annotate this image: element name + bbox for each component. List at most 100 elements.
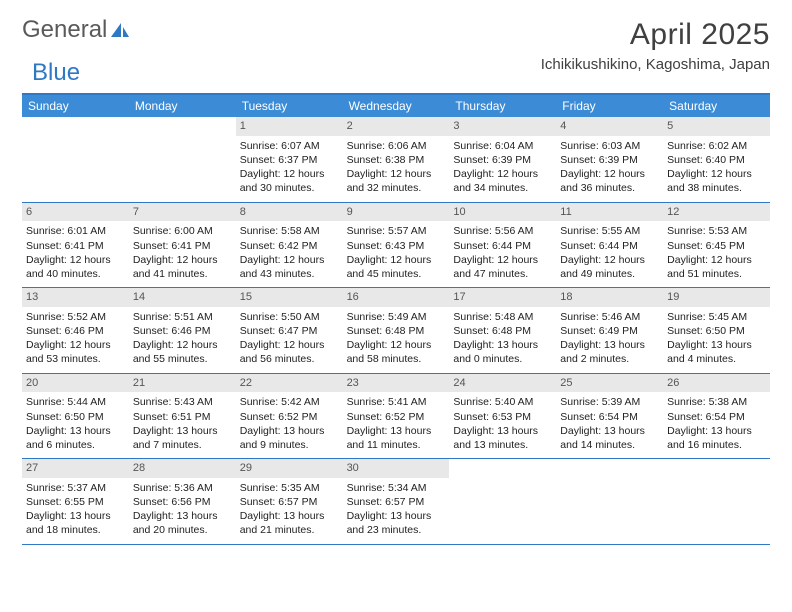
day-cell: 18Sunrise: 5:46 AMSunset: 6:49 PMDayligh… <box>556 288 663 373</box>
week-row: 13Sunrise: 5:52 AMSunset: 6:46 PMDayligh… <box>22 288 770 374</box>
day-cell: 30Sunrise: 5:34 AMSunset: 6:57 PMDayligh… <box>343 459 450 544</box>
daylight2-text: and 23 minutes. <box>347 523 446 537</box>
sunrise-text: Sunrise: 5:50 AM <box>240 310 339 324</box>
day-cell: 6Sunrise: 6:01 AMSunset: 6:41 PMDaylight… <box>22 203 129 288</box>
daylight1-text: Daylight: 12 hours <box>26 253 125 267</box>
sunset-text: Sunset: 6:44 PM <box>560 239 659 253</box>
sunrise-text: Sunrise: 5:48 AM <box>453 310 552 324</box>
sunrise-text: Sunrise: 5:43 AM <box>133 395 232 409</box>
daylight2-text: and 16 minutes. <box>667 438 766 452</box>
daylight1-text: Daylight: 13 hours <box>560 338 659 352</box>
day-number: 4 <box>556 117 663 136</box>
daylight2-text: and 38 minutes. <box>667 181 766 195</box>
sunset-text: Sunset: 6:49 PM <box>560 324 659 338</box>
daylight2-text: and 58 minutes. <box>347 352 446 366</box>
day-number: 20 <box>22 374 129 393</box>
daylight1-text: Daylight: 13 hours <box>453 338 552 352</box>
daylight2-text: and 56 minutes. <box>240 352 339 366</box>
day-cell: 10Sunrise: 5:56 AMSunset: 6:44 PMDayligh… <box>449 203 556 288</box>
day-cell: 24Sunrise: 5:40 AMSunset: 6:53 PMDayligh… <box>449 374 556 459</box>
day-cell: 21Sunrise: 5:43 AMSunset: 6:51 PMDayligh… <box>129 374 236 459</box>
daylight2-text: and 20 minutes. <box>133 523 232 537</box>
sunrise-text: Sunrise: 6:02 AM <box>667 139 766 153</box>
sunrise-text: Sunrise: 6:03 AM <box>560 139 659 153</box>
location-subtitle: Ichikikushikino, Kagoshima, Japan <box>541 56 770 73</box>
sunset-text: Sunset: 6:46 PM <box>133 324 232 338</box>
sunrise-text: Sunrise: 5:57 AM <box>347 224 446 238</box>
day-number: 1 <box>236 117 343 136</box>
day-number: 5 <box>663 117 770 136</box>
week-row: 20Sunrise: 5:44 AMSunset: 6:50 PMDayligh… <box>22 374 770 460</box>
sunrise-text: Sunrise: 5:51 AM <box>133 310 232 324</box>
week-row: 6Sunrise: 6:01 AMSunset: 6:41 PMDaylight… <box>22 203 770 289</box>
logo: General <box>22 18 131 42</box>
day-number: 15 <box>236 288 343 307</box>
daylight1-text: Daylight: 12 hours <box>133 338 232 352</box>
sunrise-text: Sunrise: 6:07 AM <box>240 139 339 153</box>
sunset-text: Sunset: 6:38 PM <box>347 153 446 167</box>
sunrise-text: Sunrise: 5:49 AM <box>347 310 446 324</box>
sunset-text: Sunset: 6:50 PM <box>667 324 766 338</box>
sunrise-text: Sunrise: 5:39 AM <box>560 395 659 409</box>
daylight2-text: and 45 minutes. <box>347 267 446 281</box>
daylight1-text: Daylight: 13 hours <box>26 424 125 438</box>
daylight1-text: Daylight: 12 hours <box>347 167 446 181</box>
daylight1-text: Daylight: 12 hours <box>347 338 446 352</box>
sunset-text: Sunset: 6:56 PM <box>133 495 232 509</box>
sunset-text: Sunset: 6:47 PM <box>240 324 339 338</box>
day-cell: 14Sunrise: 5:51 AMSunset: 6:46 PMDayligh… <box>129 288 236 373</box>
daylight2-text: and 47 minutes. <box>453 267 552 281</box>
day-cell <box>22 117 129 202</box>
sunset-text: Sunset: 6:52 PM <box>347 410 446 424</box>
day-number: 18 <box>556 288 663 307</box>
daylight2-text: and 13 minutes. <box>453 438 552 452</box>
day-cell: 4Sunrise: 6:03 AMSunset: 6:39 PMDaylight… <box>556 117 663 202</box>
daylight2-text: and 18 minutes. <box>26 523 125 537</box>
day-cell: 3Sunrise: 6:04 AMSunset: 6:39 PMDaylight… <box>449 117 556 202</box>
sunset-text: Sunset: 6:57 PM <box>240 495 339 509</box>
daylight2-text: and 55 minutes. <box>133 352 232 366</box>
day-cell <box>129 117 236 202</box>
daylight2-text: and 14 minutes. <box>560 438 659 452</box>
day-number: 6 <box>22 203 129 222</box>
sunset-text: Sunset: 6:45 PM <box>667 239 766 253</box>
daylight1-text: Daylight: 12 hours <box>453 253 552 267</box>
daylight1-text: Daylight: 12 hours <box>667 167 766 181</box>
sunset-text: Sunset: 6:51 PM <box>133 410 232 424</box>
day-cell: 27Sunrise: 5:37 AMSunset: 6:55 PMDayligh… <box>22 459 129 544</box>
sunrise-text: Sunrise: 5:42 AM <box>240 395 339 409</box>
day-cell: 9Sunrise: 5:57 AMSunset: 6:43 PMDaylight… <box>343 203 450 288</box>
sunrise-text: Sunrise: 5:41 AM <box>347 395 446 409</box>
dow-friday: Friday <box>556 95 663 117</box>
daylight1-text: Daylight: 13 hours <box>26 509 125 523</box>
day-cell: 5 Sunrise: 6:02 AMSunset: 6:40 PMDaylight… <box>663 117 770 202</box>
day-cell: 28Sunrise: 5:36 AMSunset: 6:56 PMDayligh… <box>129 459 236 544</box>
daylight2-text: and 4 minutes. <box>667 352 766 366</box>
daylight2-text: and 40 minutes. <box>26 267 125 281</box>
day-cell: 29Sunrise: 5:35 AMSunset: 6:57 PMDayligh… <box>236 459 343 544</box>
sunrise-text: Sunrise: 5:52 AM <box>26 310 125 324</box>
sunrise-text: Sunrise: 5:37 AM <box>26 481 125 495</box>
daylight1-text: Daylight: 13 hours <box>667 424 766 438</box>
day-cell: 13Sunrise: 5:52 AMSunset: 6:46 PMDayligh… <box>22 288 129 373</box>
day-number: 25 <box>556 374 663 393</box>
daylight1-text: Daylight: 13 hours <box>560 424 659 438</box>
dow-monday: Monday <box>129 95 236 117</box>
day-number: 23 <box>343 374 450 393</box>
day-cell: 7Sunrise: 6:00 AMSunset: 6:41 PMDaylight… <box>129 203 236 288</box>
day-cell: 17Sunrise: 5:48 AMSunset: 6:48 PMDayligh… <box>449 288 556 373</box>
sunrise-text: Sunrise: 5:55 AM <box>560 224 659 238</box>
sunrise-text: Sunrise: 5:38 AM <box>667 395 766 409</box>
day-cell: 11Sunrise: 5:55 AMSunset: 6:44 PMDayligh… <box>556 203 663 288</box>
daylight1-text: Daylight: 13 hours <box>453 424 552 438</box>
day-cell: 8Sunrise: 5:58 AMSunset: 6:42 PMDaylight… <box>236 203 343 288</box>
daylight1-text: Daylight: 12 hours <box>667 253 766 267</box>
day-number: 27 <box>22 459 129 478</box>
sunset-text: Sunset: 6:40 PM <box>667 153 766 167</box>
daylight2-text: and 0 minutes. <box>453 352 552 366</box>
dow-wednesday: Wednesday <box>343 95 450 117</box>
day-number: 12 <box>663 203 770 222</box>
sunset-text: Sunset: 6:39 PM <box>453 153 552 167</box>
sunset-text: Sunset: 6:50 PM <box>26 410 125 424</box>
daylight2-text: and 43 minutes. <box>240 267 339 281</box>
